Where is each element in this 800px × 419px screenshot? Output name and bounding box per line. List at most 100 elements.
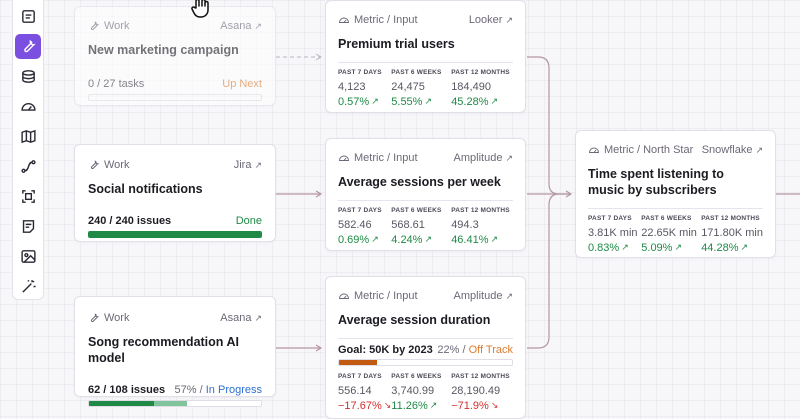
wrench-icon: [23, 40, 36, 53]
work-card-song-ai[interactable]: Work Asana ↗ Song recommendation AI model…: [74, 296, 276, 407]
card-type: Metric / Input: [354, 14, 418, 26]
gauge-tool[interactable]: [15, 94, 41, 119]
route-tool[interactable]: [15, 154, 41, 179]
card-title: Song recommendation AI model: [88, 335, 239, 365]
connector-arrowhead: [315, 190, 323, 198]
image-icon: [20, 250, 36, 263]
note-tool[interactable]: [15, 214, 41, 239]
image-tool[interactable]: [15, 244, 41, 269]
source-name: Looker: [468, 14, 503, 26]
metric-period-label: PAST 7 DAYS: [588, 215, 632, 222]
metric-change: 5.55% ↗: [391, 95, 451, 108]
database-tool[interactable]: [15, 64, 41, 89]
connector-arrowhead: [315, 53, 322, 61]
progress-fill: [89, 401, 155, 406]
source-name: Amplitude: [453, 152, 503, 164]
source-link[interactable]: Asana ↗: [220, 20, 262, 32]
metric-column: PAST 7 DAYS 4,123 0.57% ↗: [338, 69, 391, 108]
note-icon: [22, 220, 34, 233]
connector-arrowhead: [315, 344, 323, 352]
metric-change: 0.83% ↗: [588, 241, 641, 254]
work-card-social[interactable]: Work Jira ↗ Social notifications 240 / 24…: [74, 144, 276, 242]
metrics-row: PAST 7 DAYS 556.14 −17.67% ↘ PAST 6 WEEKS 3,7…: [338, 373, 513, 412]
wrench-tool[interactable]: [15, 34, 41, 59]
metric-change: 0.57% ↗: [338, 95, 391, 108]
metrics-row: PAST 7 DAYS 582.46 0.69% ↗ PAST 6 WEEKS 568.6…: [338, 207, 513, 246]
external-link-icon: ↗: [254, 159, 262, 170]
progress-text: 62 / 108 issues: [88, 384, 166, 396]
metric-value: 171.80K min: [701, 227, 763, 239]
progress-bar: [88, 94, 262, 101]
card-title: Average sessions per week: [338, 175, 501, 189]
card-type: Work: [104, 159, 130, 171]
metric-value: 28,190.49: [451, 385, 501, 397]
status-label: In Progress: [205, 384, 262, 396]
trend-up-icon: ↗: [371, 234, 379, 244]
map-tool[interactable]: [15, 124, 41, 149]
external-link-icon: ↗: [505, 14, 513, 25]
hand-cursor-icon: [191, 0, 209, 18]
source-name: Asana: [220, 312, 252, 324]
trend-up-icon: ↗: [371, 96, 379, 106]
metric-column: PAST 6 WEEKS 3,740.99 11.26% ↗: [391, 373, 451, 412]
focus-frame-tool[interactable]: [15, 184, 41, 209]
trend-up-icon: ↗: [490, 234, 499, 244]
metric-card-duration[interactable]: Metric / Input Amplitude ↗ Average sessio…: [325, 276, 526, 419]
metric-column: PAST 6 WEEKS 22.65K min 5.09% ↗: [641, 215, 701, 254]
source-link[interactable]: Jira ↗: [234, 159, 262, 171]
metric-value: 568.61: [391, 219, 425, 231]
metric-period-label: PAST 7 DAYS: [338, 207, 382, 214]
metric-period-label: PAST 12 MONTHS: [451, 69, 510, 76]
source-link[interactable]: Amplitude ↗: [454, 152, 513, 164]
wrench-icon: [90, 21, 100, 31]
goal-progress-fill: [339, 360, 378, 365]
metric-change: −71.9% ↘: [451, 399, 513, 412]
progress-fill: [89, 232, 261, 237]
external-link-icon: ↗: [254, 20, 262, 31]
gauge-icon: [338, 17, 350, 23]
magic-wand-tool[interactable]: [15, 274, 41, 299]
document-tool[interactable]: [15, 4, 41, 29]
source-name: Snowflake: [701, 144, 753, 156]
work-card-marketing[interactable]: Work Asana ↗ New marketing campaign 0 / 2…: [74, 6, 276, 106]
metric-period-label: PAST 6 WEEKS: [641, 215, 692, 222]
divider: [588, 208, 763, 209]
divider: [338, 62, 513, 63]
source-link[interactable]: Asana ↗: [220, 312, 262, 324]
source-name: Amplitude: [453, 290, 503, 302]
metric-change-value: 4.24%: [391, 233, 423, 246]
progress-bar: [88, 231, 262, 238]
metric-change-value: −71.9%: [451, 399, 489, 412]
metric-period-label: PAST 7 DAYS: [338, 69, 382, 76]
metric-column: PAST 7 DAYS 3.81K min 0.83% ↗: [588, 215, 641, 254]
metric-period-label: PAST 6 WEEKS: [391, 207, 442, 214]
card-type: Work: [104, 20, 130, 32]
metric-change-value: 44.28%: [701, 241, 739, 254]
card-title: Premium trial users: [338, 37, 455, 51]
source-link[interactable]: Looker ↗: [469, 14, 513, 26]
metric-period-label: PAST 6 WEEKS: [391, 69, 442, 76]
north-star-card[interactable]: Metric / North Star Snowflake ↗ Time spen…: [575, 130, 776, 258]
metric-column: PAST 12 MONTHS 494.3 46.41% ↗: [451, 207, 513, 246]
metric-value: 3.81K min: [588, 227, 638, 239]
metric-change-value: 0.83%: [588, 241, 620, 254]
metric-column: PAST 7 DAYS 556.14 −17.67% ↘: [338, 373, 391, 412]
trend-up-icon: ↗: [490, 96, 499, 106]
database-icon: [21, 70, 35, 83]
magic-wand-icon: [21, 280, 36, 293]
metric-value: 3,740.99: [391, 385, 435, 397]
card-title: Time spent listening to music by subscri…: [588, 167, 724, 197]
metric-period-label: PAST 12 MONTHS: [451, 207, 510, 214]
metric-change-value: 45.28%: [451, 95, 489, 108]
tool-palette: [12, 0, 44, 300]
connector-trial: [527, 56, 570, 195]
source-link[interactable]: Amplitude ↗: [454, 290, 513, 302]
metric-card-sessions[interactable]: Metric / Input Amplitude ↗ Average sessio…: [325, 138, 526, 251]
trend-up-icon: ↗: [674, 242, 683, 252]
external-link-icon: ↗: [505, 152, 513, 163]
metric-change-value: 5.09%: [641, 241, 673, 254]
card-type: Metric / Input: [354, 290, 418, 302]
trend-up-icon: ↗: [424, 96, 433, 106]
metric-card-trial-users[interactable]: Metric / Input Looker ↗ Premium trial use…: [325, 0, 526, 113]
source-link[interactable]: Snowflake ↗: [702, 144, 763, 156]
